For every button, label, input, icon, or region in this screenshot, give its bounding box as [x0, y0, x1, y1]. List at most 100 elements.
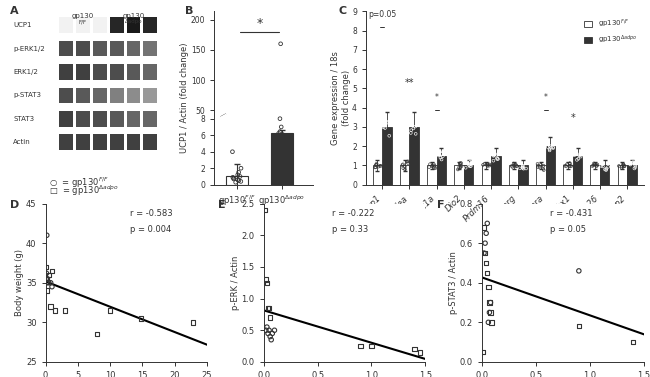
- Point: [569, 150, 580, 156]
- Point: [510, 161, 520, 167]
- Point: [427, 163, 437, 169]
- Point: [601, 167, 611, 173]
- Text: *: *: [543, 93, 547, 102]
- Point: [490, 151, 501, 157]
- Point: [532, 161, 543, 167]
- Point: [489, 152, 499, 158]
- Point: [403, 160, 413, 166]
- Point: [436, 155, 446, 161]
- Point: [619, 163, 630, 169]
- Point: [274, 130, 284, 136]
- Point: [482, 220, 493, 226]
- Text: p = 0.004: p = 0.004: [129, 225, 171, 234]
- Point: [482, 270, 493, 276]
- Point: [261, 327, 271, 333]
- Point: [264, 327, 274, 333]
- Point: [275, 116, 285, 122]
- Point: [274, 165, 285, 171]
- Point: [576, 152, 586, 158]
- Point: [410, 346, 420, 352]
- Text: **: **: [405, 78, 414, 88]
- Point: [517, 165, 528, 171]
- Point: [382, 119, 392, 125]
- Bar: [76, 41, 90, 57]
- Point: [625, 162, 636, 168]
- Point: [235, 173, 245, 179]
- Text: B: B: [185, 6, 193, 16]
- Y-axis label: p-STAT3 / Actin: p-STAT3 / Actin: [449, 251, 458, 314]
- Point: [263, 305, 273, 311]
- Point: [481, 260, 491, 266]
- Point: [44, 272, 54, 278]
- Point: [506, 163, 517, 169]
- Point: [460, 165, 471, 171]
- Bar: [59, 17, 73, 33]
- Point: [42, 288, 52, 294]
- Point: [564, 161, 575, 167]
- Point: [538, 163, 549, 169]
- Bar: [144, 135, 157, 150]
- Point: [233, 178, 244, 184]
- Point: [276, 124, 287, 130]
- Point: [453, 167, 463, 173]
- Point: [465, 159, 475, 165]
- Point: [366, 343, 376, 349]
- Bar: [110, 41, 124, 57]
- Point: [267, 330, 278, 336]
- Point: [515, 166, 525, 172]
- Point: [592, 162, 603, 168]
- Point: [544, 146, 554, 152]
- Point: [628, 160, 638, 166]
- Bar: [59, 87, 73, 103]
- Point: [565, 163, 575, 169]
- Point: [478, 349, 488, 355]
- Point: [233, 172, 243, 178]
- Point: [518, 166, 528, 172]
- Point: [436, 156, 447, 162]
- Bar: [437, 156, 446, 185]
- Point: [233, 169, 244, 175]
- Bar: [590, 166, 600, 185]
- Point: [262, 324, 272, 330]
- Point: [538, 166, 549, 172]
- Bar: [93, 41, 107, 57]
- Point: [466, 161, 476, 167]
- Point: [575, 153, 586, 159]
- Bar: [482, 166, 491, 185]
- Bar: [76, 111, 90, 127]
- Point: [236, 178, 246, 184]
- Point: [236, 165, 246, 171]
- Bar: [382, 127, 392, 185]
- Point: [466, 161, 476, 167]
- Bar: [144, 64, 157, 80]
- Text: p = 0.33: p = 0.33: [332, 225, 368, 234]
- Point: [378, 124, 389, 130]
- Point: [456, 163, 467, 169]
- Bar: [372, 166, 382, 185]
- Point: [588, 162, 599, 169]
- Text: ○  = gp130$^{F/F}$: ○ = gp130$^{F/F}$: [49, 175, 109, 190]
- Text: STAT3: STAT3: [13, 116, 34, 122]
- Point: [380, 125, 390, 131]
- Point: [597, 161, 608, 167]
- Point: [574, 152, 584, 158]
- Bar: [76, 87, 90, 103]
- Text: p-ERK1/2: p-ERK1/2: [13, 46, 45, 52]
- Bar: [127, 111, 140, 127]
- Point: [546, 145, 556, 151]
- Point: [598, 163, 608, 169]
- Point: [479, 224, 489, 230]
- Bar: [127, 17, 140, 33]
- Point: [356, 343, 366, 349]
- Point: [483, 161, 493, 167]
- Point: [574, 152, 584, 158]
- Point: [630, 164, 640, 170]
- Point: [371, 161, 382, 167]
- Point: [403, 158, 413, 164]
- Point: [512, 163, 522, 169]
- Point: [548, 144, 558, 150]
- Bar: [127, 41, 140, 57]
- Point: [398, 161, 408, 167]
- Point: [479, 250, 489, 256]
- Point: [46, 280, 56, 286]
